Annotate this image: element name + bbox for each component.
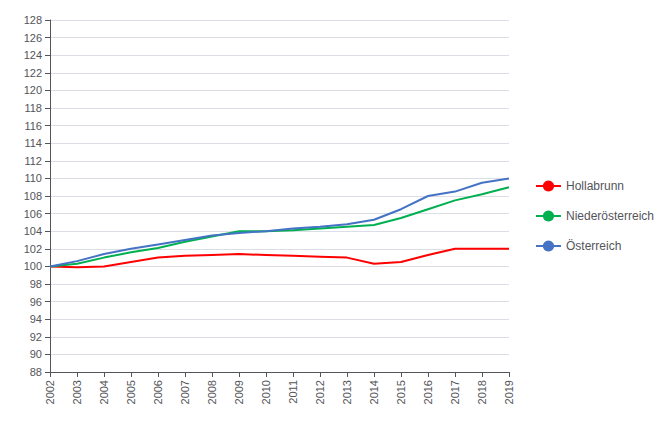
svg-text:90: 90 (30, 348, 42, 360)
svg-text:126: 126 (24, 32, 42, 44)
svg-text:2015: 2015 (395, 380, 407, 404)
svg-text:2016: 2016 (422, 380, 434, 404)
svg-text:2010: 2010 (260, 380, 272, 404)
svg-text:110: 110 (24, 172, 42, 184)
svg-text:94: 94 (30, 313, 42, 325)
svg-text:2011: 2011 (287, 380, 299, 404)
svg-text:92: 92 (30, 331, 42, 343)
svg-text:118: 118 (24, 102, 42, 114)
svg-text:128: 128 (24, 14, 42, 26)
svg-text:2007: 2007 (179, 380, 191, 404)
svg-text:2012: 2012 (314, 380, 326, 404)
svg-text:2014: 2014 (368, 380, 380, 404)
svg-text:112: 112 (24, 155, 42, 167)
svg-text:102: 102 (24, 243, 42, 255)
svg-text:2005: 2005 (125, 380, 137, 404)
svg-text:2009: 2009 (233, 380, 245, 404)
svg-text:2003: 2003 (71, 380, 83, 404)
svg-text:2004: 2004 (98, 380, 110, 404)
svg-text:96: 96 (30, 296, 42, 308)
svg-text:122: 122 (24, 67, 42, 79)
svg-text:120: 120 (24, 84, 42, 96)
svg-text:Hollabrunn: Hollabrunn (566, 179, 624, 193)
svg-text:2006: 2006 (152, 380, 164, 404)
svg-text:116: 116 (24, 120, 42, 132)
svg-text:98: 98 (30, 278, 42, 290)
svg-text:114: 114 (24, 137, 42, 149)
svg-text:Niederösterreich: Niederösterreich (566, 209, 654, 223)
svg-text:100: 100 (24, 260, 42, 272)
svg-text:2018: 2018 (476, 380, 488, 404)
svg-text:2008: 2008 (206, 380, 218, 404)
svg-text:106: 106 (24, 208, 42, 220)
svg-text:2017: 2017 (449, 380, 461, 404)
svg-text:2013: 2013 (341, 380, 353, 404)
svg-text:124: 124 (24, 49, 42, 61)
svg-text:Österreich: Österreich (566, 239, 621, 253)
svg-text:2019: 2019 (503, 380, 515, 404)
svg-text:104: 104 (24, 225, 42, 237)
svg-text:2002: 2002 (44, 380, 56, 404)
svg-text:108: 108 (24, 190, 42, 202)
svg-text:88: 88 (30, 366, 42, 378)
